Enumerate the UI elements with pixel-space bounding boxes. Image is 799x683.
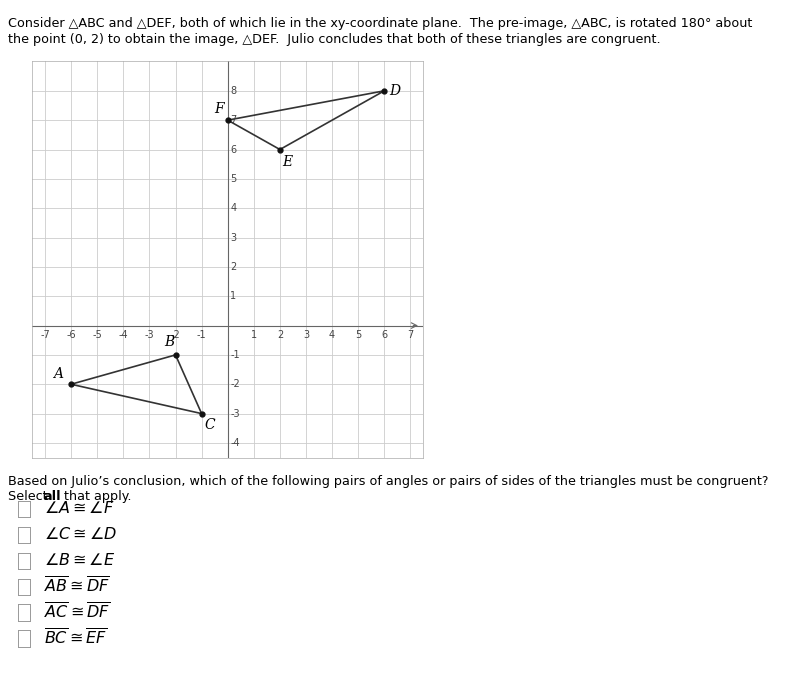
Text: 7: 7: [407, 330, 414, 340]
Text: $\angle C \cong \angle D$: $\angle C \cong \angle D$: [44, 527, 117, 543]
Text: -4: -4: [230, 438, 240, 448]
Text: C: C: [205, 418, 215, 432]
Text: 4: 4: [230, 203, 237, 213]
Text: 3: 3: [230, 232, 237, 242]
Text: 5: 5: [355, 330, 361, 340]
Text: Select: Select: [8, 490, 52, 503]
Text: all: all: [44, 490, 62, 503]
Text: -2: -2: [230, 379, 240, 389]
Text: 6: 6: [230, 145, 237, 154]
Text: 5: 5: [230, 174, 237, 184]
Text: -3: -3: [145, 330, 154, 340]
Text: B: B: [164, 335, 174, 349]
Text: $\overline{BC} \cong \overline{EF}$: $\overline{BC} \cong \overline{EF}$: [44, 628, 107, 649]
Text: -5: -5: [93, 330, 102, 340]
Text: 1: 1: [251, 330, 256, 340]
Text: -7: -7: [40, 330, 50, 340]
Text: $\overline{AB} \cong \overline{DF}$: $\overline{AB} \cong \overline{DF}$: [44, 576, 110, 597]
Text: that apply.: that apply.: [60, 490, 131, 503]
Text: -2: -2: [171, 330, 181, 340]
Text: $\angle A \cong \angle F$: $\angle A \cong \angle F$: [44, 501, 114, 517]
Text: -6: -6: [66, 330, 76, 340]
Text: -3: -3: [230, 408, 240, 419]
Text: Based on Julio’s conclusion, which of the following pairs of angles or pairs of : Based on Julio’s conclusion, which of th…: [8, 475, 769, 488]
Text: $\angle B \cong \angle E$: $\angle B \cong \angle E$: [44, 553, 115, 569]
Text: A: A: [54, 367, 63, 381]
Text: D: D: [390, 84, 400, 98]
Text: Consider △ABC and △DEF, both of which lie in the xy-coordinate plane.  The pre-i: Consider △ABC and △DEF, both of which li…: [8, 17, 753, 30]
Text: 3: 3: [303, 330, 309, 340]
Text: $\overline{AC} \cong \overline{DF}$: $\overline{AC} \cong \overline{DF}$: [44, 602, 110, 623]
Text: 2: 2: [230, 262, 237, 272]
Text: 7: 7: [230, 115, 237, 125]
Text: the point (0, 2) to obtain the image, △DEF.  Julio concludes that both of these : the point (0, 2) to obtain the image, △D…: [8, 33, 661, 46]
Text: 2: 2: [276, 330, 283, 340]
Text: 4: 4: [329, 330, 335, 340]
Text: 8: 8: [230, 86, 237, 96]
Text: 6: 6: [381, 330, 388, 340]
Text: E: E: [283, 155, 292, 169]
Text: -1: -1: [230, 350, 240, 360]
Text: 1: 1: [230, 291, 237, 301]
Text: -4: -4: [118, 330, 128, 340]
Text: -1: -1: [197, 330, 206, 340]
Text: F: F: [214, 102, 224, 115]
